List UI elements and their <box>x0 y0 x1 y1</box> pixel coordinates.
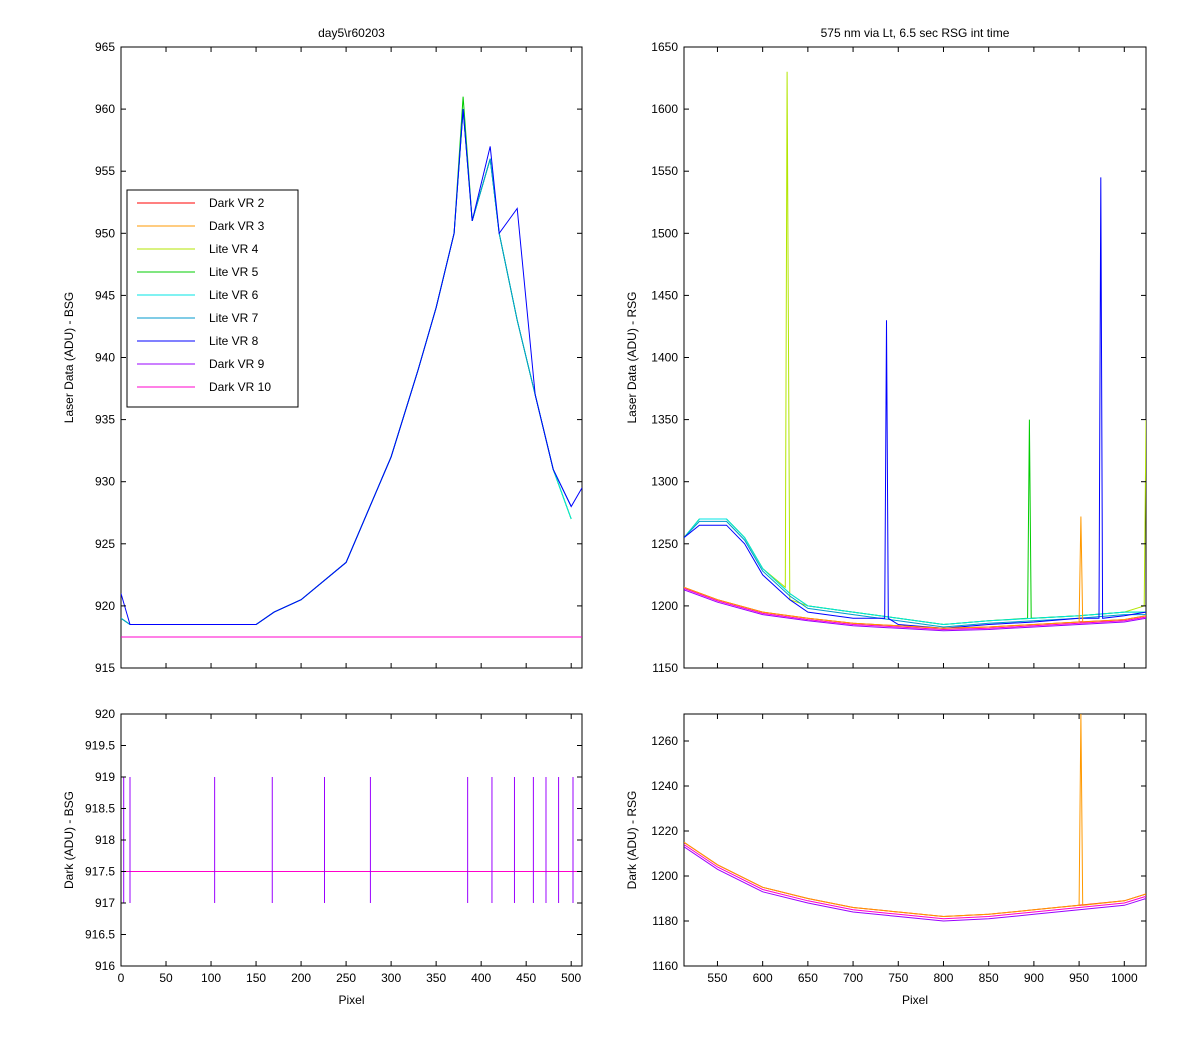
y-tick-label: 920 <box>95 707 115 721</box>
panel-top-right: 1150 1200 1250 1300 1350 1400 1450 1500 1550 1600… <box>625 26 1147 675</box>
y-tick-label: 1220 <box>651 824 678 838</box>
x-tick-label: 800 <box>933 971 953 985</box>
series-line-lite-vr-8 <box>121 109 582 625</box>
y-tick-label: 1160 <box>652 959 678 973</box>
legend-entry-label: Dark VR 3 <box>209 219 265 233</box>
y-tick-label: 919 <box>95 770 115 784</box>
legend-entry-label: Lite VR 8 <box>209 334 259 348</box>
series-line-lite-vr-8 <box>684 177 1146 629</box>
y-tick-label: 960 <box>95 102 115 116</box>
y-tick-label: 1450 <box>651 288 678 302</box>
chart-title: day5\r60203 <box>318 26 385 40</box>
y-tick-label: 919.5 <box>85 739 115 753</box>
y-tick-label: 920 <box>95 599 115 613</box>
series-line-dark-vr-3 <box>684 516 1146 629</box>
y-tick-label: 918.5 <box>85 802 115 816</box>
legend-entry-label: Lite VR 4 <box>209 242 259 256</box>
y-tick-label: 917 <box>95 896 115 910</box>
x-tick-label: 150 <box>246 971 266 985</box>
x-tick-label: 700 <box>843 971 863 985</box>
y-tick-label: 1150 <box>652 661 678 675</box>
y-tick-label: 1550 <box>651 164 678 178</box>
y-tick-label: 940 <box>95 351 115 365</box>
x-tick-label: 400 <box>471 971 491 985</box>
series-group <box>121 96 582 638</box>
series-line-dark-vr-9 <box>684 846 1146 922</box>
legend-entry-label: Dark VR 2 <box>209 196 265 210</box>
series-line-dark-vr-3 <box>684 714 1146 918</box>
x-tick-label: 350 <box>426 971 446 985</box>
legend-entry-label: Dark VR 9 <box>209 357 265 371</box>
panel-top-left: 915 920 925 930 935 940 945 950 955 960 965 day5\r6… <box>62 26 583 675</box>
legend-entry-label: Lite VR 6 <box>209 288 259 302</box>
legend-entry-label: Lite VR 5 <box>209 265 259 279</box>
y-tick-label: 915 <box>95 661 115 675</box>
plot-area <box>683 713 1147 967</box>
x-tick-label: 500 <box>561 971 581 985</box>
y-tick-label: 1200 <box>651 599 678 613</box>
series-line-lite-vr-6 <box>684 518 1146 626</box>
x-tick-label: 200 <box>291 971 311 985</box>
y-tick-label: 955 <box>95 164 115 178</box>
series-line-dark-vr-9 <box>684 589 1146 632</box>
x-tick-label: 650 <box>798 971 818 985</box>
y-tick-label: 950 <box>95 226 115 240</box>
y-tick-label: 935 <box>95 413 115 427</box>
x-tick-label: 550 <box>707 971 727 985</box>
plot-area <box>120 713 583 967</box>
y-axis-label: Dark (ADU) - RSG <box>625 791 639 890</box>
y-tick-label: 1260 <box>651 734 678 748</box>
series-line-lite-vr-7 <box>684 520 1146 628</box>
y-tick-label: 1500 <box>651 226 678 240</box>
y-tick-label: 1350 <box>651 413 678 427</box>
x-tick-label: 1000 <box>1111 971 1138 985</box>
y-tick-label: 917.5 <box>85 865 115 879</box>
y-tick-label: 1240 <box>651 779 678 793</box>
x-tick-label: 900 <box>1024 971 1044 985</box>
series-line-dark-vr-10 <box>684 588 1146 631</box>
legend-entry-label: Lite VR 7 <box>209 311 259 325</box>
y-tick-label: 965 <box>95 40 115 54</box>
legend-entry-label: Dark VR 10 <box>209 380 271 394</box>
series-group <box>684 714 1146 922</box>
y-tick-label: 945 <box>95 288 115 302</box>
panel-bottom-left: 916 916.5 917 917.5 918 918.5 919 919.5 920 0 50 10… <box>62 707 583 1007</box>
x-tick-label: 300 <box>381 971 401 985</box>
x-tick-label: 600 <box>753 971 773 985</box>
x-tick-label: 50 <box>159 971 173 985</box>
series-group <box>684 71 1146 632</box>
chart-title: 575 nm via Lt, 6.5 sec RSG int time <box>821 26 1010 40</box>
x-axis-label: Pixel <box>338 993 364 1007</box>
y-tick-label: 1600 <box>651 102 678 116</box>
y-axis-label: Laser Data (ADU) - RSG <box>625 291 639 423</box>
x-tick-label: 950 <box>1069 971 1089 985</box>
y-tick-label: 925 <box>95 537 115 551</box>
y-tick-label: 918 <box>95 833 115 847</box>
series-group <box>121 777 582 903</box>
y-tick-label: 930 <box>95 475 115 489</box>
y-axis-label: Dark (ADU) - BSG <box>62 791 76 889</box>
plot-area <box>683 46 1147 669</box>
x-tick-label: 750 <box>888 971 908 985</box>
x-tick-label: 850 <box>979 971 999 985</box>
y-axis-label: Laser Data (ADU) - BSG <box>62 292 76 423</box>
y-tick-label: 1250 <box>651 537 678 551</box>
x-tick-label: 450 <box>516 971 536 985</box>
y-tick-label: 1300 <box>651 475 678 489</box>
y-tick-label: 1650 <box>651 40 678 54</box>
panel-bottom-right: 1160 1180 1200 1220 1240 1260 550 600 650 700 750 8… <box>625 713 1147 1007</box>
y-tick-label: 1200 <box>651 869 678 883</box>
series-line-dark-vr-10 <box>684 844 1146 920</box>
x-tick-label: 250 <box>336 971 356 985</box>
y-tick-label: 1180 <box>652 914 678 928</box>
y-tick-label: 916 <box>95 959 115 973</box>
x-tick-label: 100 <box>201 971 221 985</box>
y-tick-label: 916.5 <box>85 928 115 942</box>
x-axis-label: Pixel <box>902 993 928 1007</box>
y-tick-label: 1400 <box>651 351 678 365</box>
x-tick-label: 0 <box>118 971 125 985</box>
